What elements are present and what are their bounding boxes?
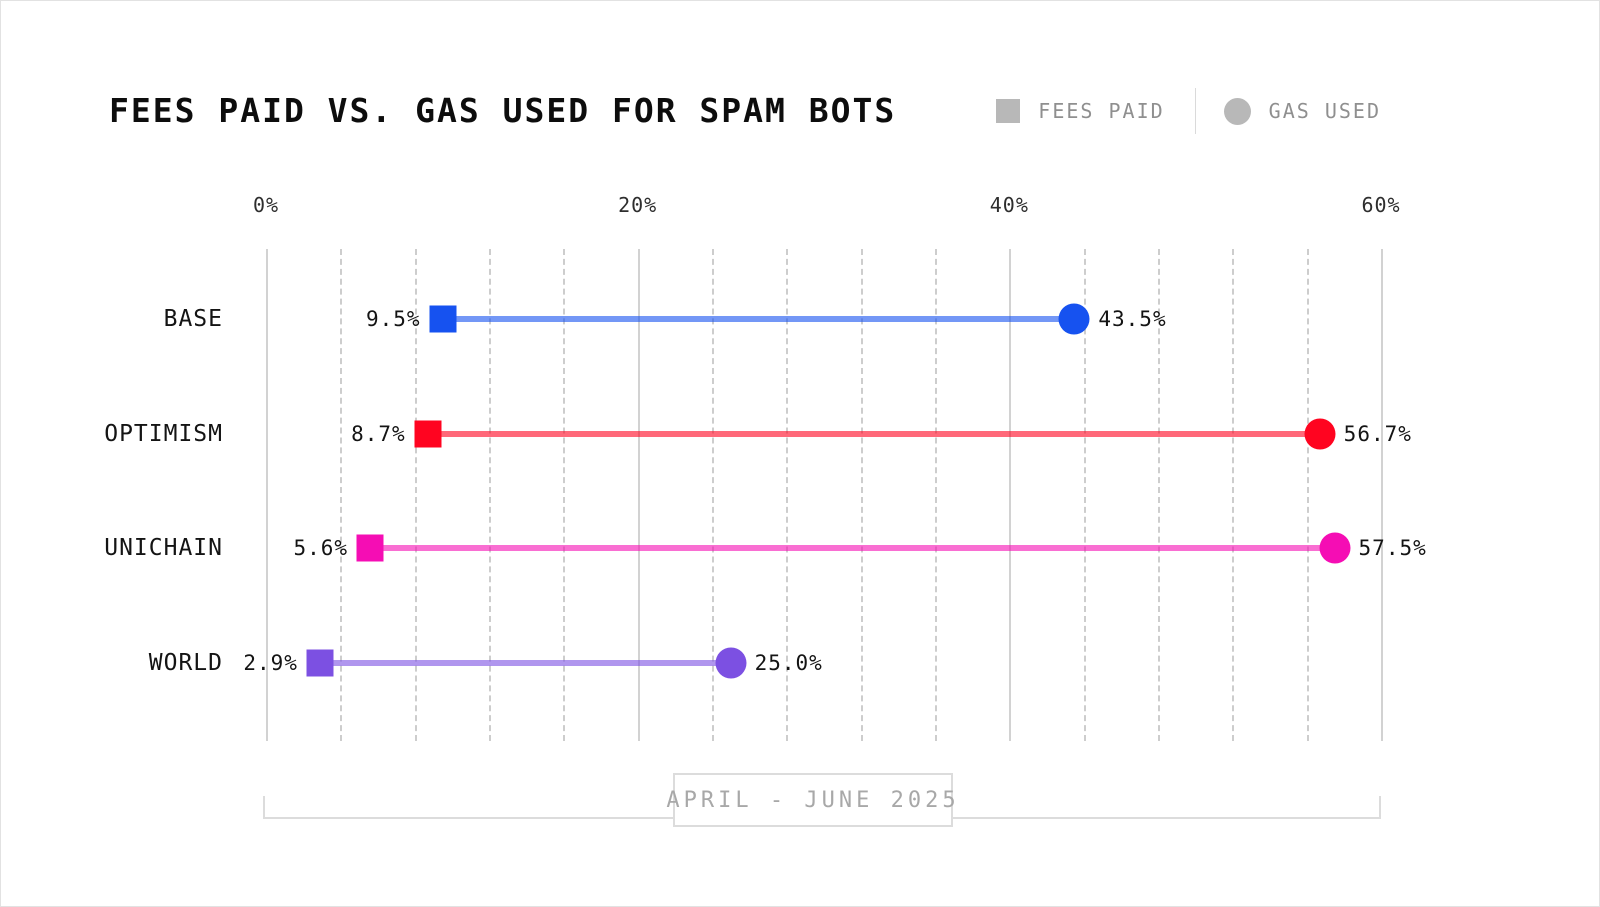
gas-used-value-label: 43.5%: [1098, 307, 1167, 331]
gas-used-value-label: 25.0%: [754, 651, 823, 675]
gridline-minor: [414, 249, 417, 741]
fees-paid-square-icon: [996, 99, 1021, 123]
gridline-minor: [1158, 249, 1160, 741]
period-bracket-tick-right: [1379, 796, 1381, 819]
chart-title: FEES PAID VS. GAS USED FOR SPAM BOTS: [109, 91, 897, 130]
gas-used-value-label: 56.7%: [1343, 421, 1412, 446]
axis-tick-label: 40%: [989, 193, 1029, 217]
fees-paid-value-label: 2.9%: [243, 651, 298, 675]
period-bracket-tick-left: [263, 796, 265, 819]
gas-used-marker: [1058, 303, 1090, 335]
fees-paid-value-label: 9.5%: [365, 307, 421, 331]
gridline-minor: [563, 249, 566, 741]
gridline-minor: [489, 249, 491, 741]
row-label: BASE: [163, 306, 223, 332]
period-box: APRIL - JUNE 2025: [666, 773, 956, 827]
dumbbell-line: [442, 316, 1075, 322]
axis-tick-label: 60%: [1361, 193, 1401, 217]
gridline-minor: [340, 249, 343, 741]
dumbbell-line: [319, 660, 731, 666]
gas-used-circle-icon: [1223, 97, 1251, 125]
gas-used-marker: [1319, 532, 1351, 564]
row-label: UNICHAIN: [104, 535, 223, 562]
fees-paid-marker: [306, 649, 334, 677]
legend-fees-paid-label: FEES PAID: [1038, 99, 1165, 123]
legend: FEES PAID GAS USED: [996, 87, 1381, 135]
dumbbell-line: [370, 545, 1335, 552]
dumbbell-line: [427, 430, 1320, 437]
row-label: OPTIMISM: [104, 420, 223, 447]
fees-paid-marker: [356, 534, 384, 562]
gas-used-marker: [1304, 418, 1336, 450]
row-label: WORLD: [148, 650, 223, 676]
legend-divider: [1194, 88, 1196, 134]
gridline-minor: [712, 249, 714, 741]
gridline-minor: [1083, 249, 1086, 741]
gridline-major: [637, 249, 640, 741]
gridline-minor: [860, 249, 863, 741]
fees-paid-value-label: 5.6%: [293, 536, 349, 561]
gas-used-value-label: 57.5%: [1358, 536, 1427, 561]
fees-paid-value-label: 8.7%: [351, 421, 406, 446]
gridline-minor: [786, 249, 789, 741]
legend-gas-used-label: GAS USED: [1268, 99, 1381, 123]
gridline-minor: [1306, 249, 1309, 741]
gridline-minor: [935, 249, 937, 741]
fees-paid-marker: [429, 305, 457, 333]
gridline-minor: [1232, 249, 1235, 741]
gridline-major: [1009, 249, 1012, 741]
axis-tick-label: 0%: [252, 193, 280, 217]
period-label: APRIL - JUNE 2025: [666, 787, 960, 813]
axis-tick-label: 20%: [618, 193, 658, 217]
gridline-major: [1381, 249, 1383, 741]
fees-paid-marker: [414, 420, 442, 448]
gridline-major: [266, 249, 268, 741]
gas-used-marker: [715, 647, 747, 679]
